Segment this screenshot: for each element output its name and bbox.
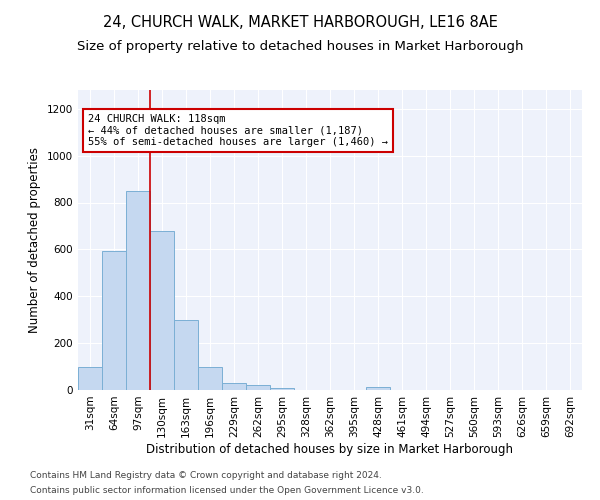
Text: Contains HM Land Registry data © Crown copyright and database right 2024.: Contains HM Land Registry data © Crown c…: [30, 471, 382, 480]
Bar: [150, 230, 174, 390]
Bar: [222, 382, 246, 390]
Text: Size of property relative to detached houses in Market Harborough: Size of property relative to detached ho…: [77, 40, 523, 53]
X-axis label: Distribution of detached houses by size in Market Harborough: Distribution of detached houses by size …: [146, 442, 514, 456]
Text: 24 CHURCH WALK: 118sqm
← 44% of detached houses are smaller (1,187)
55% of semi-: 24 CHURCH WALK: 118sqm ← 44% of detached…: [88, 114, 388, 147]
Bar: [102, 250, 126, 390]
Bar: [198, 366, 222, 390]
Bar: [126, 191, 150, 390]
Bar: [366, 387, 390, 390]
Bar: [174, 320, 198, 390]
Bar: [246, 385, 270, 390]
Text: 24, CHURCH WALK, MARKET HARBOROUGH, LE16 8AE: 24, CHURCH WALK, MARKET HARBOROUGH, LE16…: [103, 15, 497, 30]
Bar: [270, 388, 294, 390]
Text: Contains public sector information licensed under the Open Government Licence v3: Contains public sector information licen…: [30, 486, 424, 495]
Y-axis label: Number of detached properties: Number of detached properties: [28, 147, 41, 333]
Bar: [78, 366, 102, 390]
